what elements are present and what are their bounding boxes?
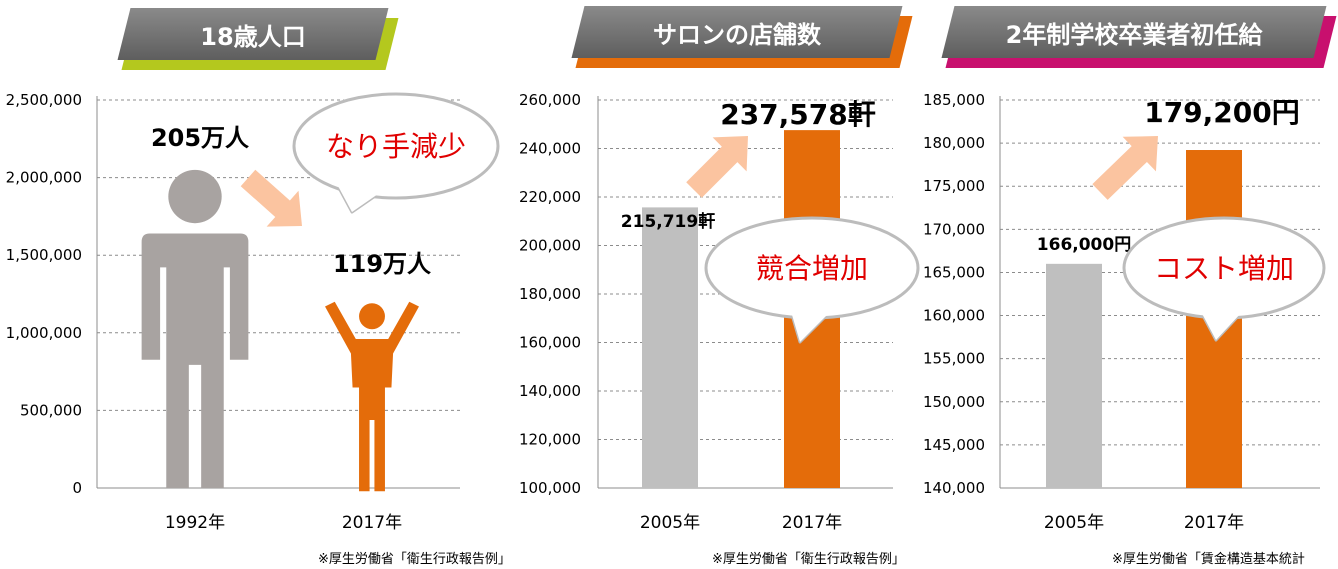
y-tick-label: 170,000	[923, 220, 985, 238]
x-tick-label: 2017年	[1184, 513, 1244, 533]
y-tick-label: 140,000	[519, 382, 581, 400]
title-salons: サロンの店舗数	[653, 20, 821, 49]
y-tick-label: 0	[72, 479, 82, 497]
person-head	[168, 169, 222, 224]
bar	[1046, 263, 1102, 488]
y-tick-label: 220,000	[519, 188, 581, 206]
callout-population-shape	[292, 92, 500, 200]
x-tick-label: 2017年	[342, 513, 402, 533]
up-arrow-salary-shape	[1092, 135, 1159, 200]
y-tick-label: 1,500,000	[6, 246, 82, 264]
y-tick-label: 175,000	[923, 177, 985, 195]
up-arrow-salary	[1092, 135, 1159, 200]
data-label: 119万人	[333, 250, 431, 278]
callout-population-text: なり手減少	[326, 130, 466, 163]
y-tick-label: 240,000	[519, 140, 581, 158]
callout-salary-text: コスト増加	[1154, 252, 1294, 285]
person-figure-1992	[141, 169, 249, 488]
callout-salons-tail-fill	[790, 308, 830, 342]
person-body	[141, 233, 249, 488]
y-tick-label: 500,000	[20, 401, 82, 419]
banner-salons: サロンの店舗数	[571, 6, 913, 68]
y-tick-label: 185,000	[923, 91, 985, 109]
up-arrow-salons	[686, 136, 748, 198]
data-label: 237,578軒	[720, 98, 876, 131]
y-tick-label: 2,500,000	[6, 91, 82, 109]
callout-salary-tail-fill	[1198, 306, 1242, 340]
chart-0: 0 500,000 1,000,000 1,500,000 2,000,000 2,500…	[6, 91, 460, 533]
down-arrow-shape	[240, 169, 303, 227]
x-tick-label: 2005年	[640, 513, 700, 533]
callout-population: なり手減少	[292, 92, 500, 214]
y-tick-label: 2,000,000	[6, 169, 82, 187]
up-arrow-salons-shape	[686, 136, 748, 198]
person-body	[325, 301, 419, 492]
y-tick-label: 140,000	[923, 479, 985, 497]
callout-population-tail-fill	[338, 186, 378, 212]
y-tick-label: 150,000	[923, 393, 985, 411]
y-tick-label: 180,000	[519, 285, 581, 303]
source-salons: ※厚生労働省「衛生行政報告例」	[712, 552, 905, 567]
source-salary: ※厚生労働省「賃金構造基本統計	[1112, 552, 1305, 567]
title-salary: 2年制学校卒業者初任給	[1005, 20, 1263, 49]
title-population: 18歳人口	[200, 22, 306, 51]
y-tick-label: 120,000	[519, 431, 581, 449]
x-tick-label: 1992年	[165, 513, 225, 533]
callout-salary: コスト増加	[1122, 216, 1326, 342]
y-tick-label: 160,000	[519, 334, 581, 352]
data-label: 179,200円	[1144, 96, 1300, 129]
y-tick-label: 155,000	[923, 350, 985, 368]
banner-population: 18歳人口	[117, 8, 399, 70]
y-tick-label: 1,000,000	[6, 324, 82, 342]
y-tick-label: 160,000	[923, 307, 985, 325]
y-tick-label: 165,000	[923, 263, 985, 281]
data-label: 215,719軒	[621, 211, 715, 232]
y-tick-label: 200,000	[519, 237, 581, 255]
person-head	[359, 303, 385, 330]
data-label: 205万人	[151, 124, 249, 152]
y-tick-label: 145,000	[923, 436, 985, 454]
x-tick-label: 2005年	[1044, 513, 1104, 533]
down-arrow	[240, 169, 303, 227]
banner-salary: 2年制学校卒業者初任給	[941, 6, 1337, 68]
callout-salons: 競合増加	[704, 216, 920, 344]
person-figure-2017	[325, 301, 419, 492]
y-tick-label: 180,000	[923, 134, 985, 152]
y-tick-label: 260,000	[519, 91, 581, 109]
source-population: ※厚生労働省「衛生行政報告例」	[318, 552, 511, 567]
callout-salons-text: 競合増加	[756, 252, 868, 285]
data-label: 166,000円	[1037, 235, 1131, 255]
y-tick-label: 100,000	[519, 479, 581, 497]
x-tick-label: 2017年	[782, 513, 842, 533]
bar	[642, 207, 698, 489]
